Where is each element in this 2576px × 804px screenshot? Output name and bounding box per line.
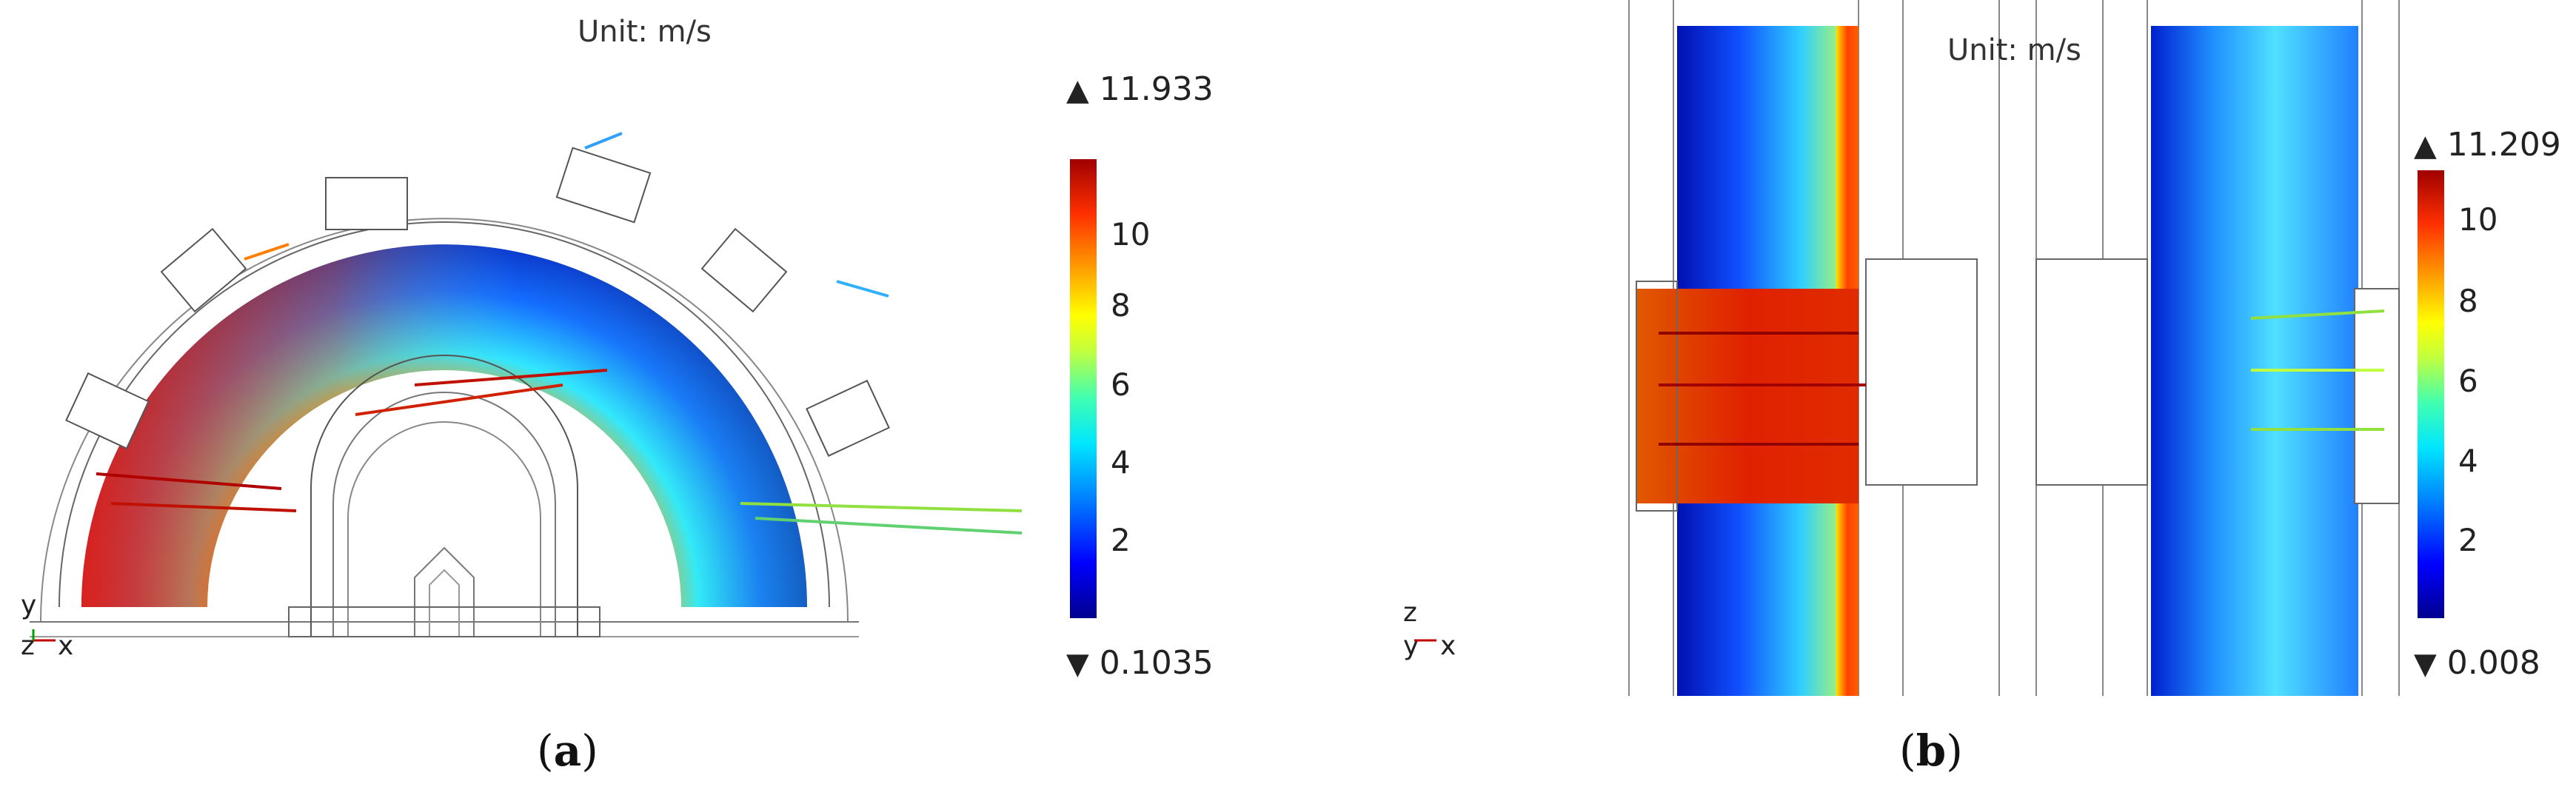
max-triangle-icon: ▲ <box>1066 73 1089 107</box>
axis-y-label: y <box>21 590 37 620</box>
tick-label: 8 <box>1111 287 1131 324</box>
max-value-label: ▲ 11.933 <box>1066 70 1214 108</box>
panel-b: Unit: m/s ▲ 11.209 10 8 6 4 2 ▼ 0.008 z y … <box>1288 0 2576 804</box>
max-triangle-icon: ▲ <box>2414 129 2437 163</box>
colorbar <box>2418 170 2444 618</box>
tick-label: 6 <box>2458 363 2478 399</box>
axis-z-label: z <box>21 631 35 661</box>
max-value: 11.209 <box>2446 126 2561 164</box>
axis-triad-icon <box>1414 639 1436 642</box>
unit-label: Unit: m/s <box>1947 33 2081 67</box>
tick-label: 4 <box>2458 443 2478 479</box>
min-triangle-icon: ▼ <box>1066 647 1089 681</box>
axis-x-label: x <box>1440 631 1456 661</box>
tick-label: 2 <box>2458 522 2478 558</box>
min-value: 0.008 <box>2446 644 2540 682</box>
velocity-field-plot-a <box>30 132 1023 637</box>
tick-label: 6 <box>1111 366 1131 403</box>
velocity-field-plot-b <box>1628 0 2400 696</box>
max-value-label: ▲ 11.209 <box>2414 126 2561 164</box>
colorbar <box>1070 159 1097 618</box>
min-value: 0.1035 <box>1099 644 1214 682</box>
min-value-label: ▼ 0.1035 <box>1066 644 1214 682</box>
axis-z-label: z <box>1403 597 1417 628</box>
unit-label: Unit: m/s <box>578 15 712 49</box>
tick-label: 10 <box>1111 216 1151 252</box>
min-value-label: ▼ 0.008 <box>2414 644 2540 682</box>
axis-triad-icon <box>32 629 56 642</box>
max-value: 11.933 <box>1099 70 1214 108</box>
tick-label: 8 <box>2458 283 2478 319</box>
panel-a: Unit: m/s ▲ 11.933 10 8 6 4 2 ▼ 0.1035 y z… <box>21 15 1214 776</box>
caption-b: (b) <box>1899 726 1963 776</box>
min-triangle-icon: ▼ <box>2414 647 2437 681</box>
axis-x-label: x <box>58 631 74 661</box>
tick-label: 10 <box>2458 201 2498 238</box>
tick-label: 2 <box>1111 522 1131 558</box>
caption-a: (a) <box>537 726 598 776</box>
tick-label: 4 <box>1111 444 1131 480</box>
